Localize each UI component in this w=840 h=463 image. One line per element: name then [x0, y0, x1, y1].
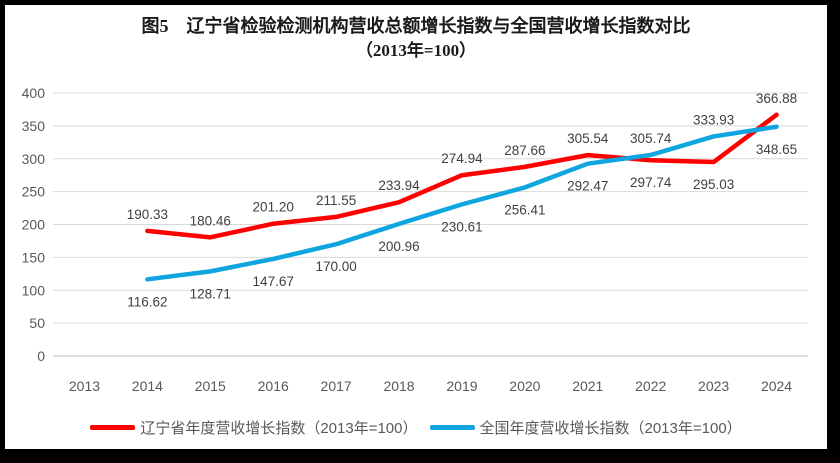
y-tick-label: 400: [22, 85, 46, 101]
series-line-1: [145, 124, 779, 282]
chart-title-line1: 图5 辽宁省检验检测机构营收总额增长指数与全国营收增长指数对比: [141, 16, 691, 36]
data-label: 256.41: [504, 202, 545, 217]
legend-swatch-blue-line: [429, 425, 475, 430]
x-tick-label: 2014: [132, 378, 163, 394]
data-label: 190.33: [127, 207, 168, 222]
x-tick-label: 2022: [635, 378, 666, 394]
data-label: 292.47: [567, 179, 608, 194]
data-label: 233.94: [378, 178, 420, 193]
chart-title: 图5 辽宁省检验检测机构营收总额增长指数与全国营收增长指数对比 （2013年=1…: [5, 13, 827, 63]
data-label: 274.94: [441, 151, 483, 166]
data-label: 211.55: [316, 193, 356, 208]
chart-legend: 辽宁省年度营收增长指数（2013年=100） 全国年度营收增长指数（2013年=…: [5, 417, 827, 438]
y-tick-label: 350: [22, 118, 46, 134]
x-tick-label: 2024: [761, 378, 792, 394]
x-tick-label: 2023: [698, 378, 729, 394]
data-label: 333.93: [693, 112, 734, 127]
data-label: 200.96: [378, 239, 419, 254]
legend-label-national: 全国年度营收增长指数（2013年=100）: [479, 420, 742, 437]
data-label: 295.03: [693, 177, 734, 192]
data-label: 297.74: [630, 175, 672, 190]
data-label: 147.67: [253, 274, 294, 289]
data-label: 201.20: [253, 200, 294, 215]
x-tick-label: 2019: [446, 378, 477, 394]
data-label: 305.74: [630, 131, 672, 146]
y-tick-label: 150: [22, 249, 46, 265]
data-label: 348.65: [756, 142, 797, 157]
chart-title-line2: （2013年=100）: [355, 41, 477, 60]
data-label: 287.66: [504, 143, 545, 158]
legend-item-liaoning: 辽宁省年度营收增长指数（2013年=100）: [90, 417, 418, 438]
data-label: 128.71: [190, 286, 231, 301]
y-tick-label: 50: [29, 315, 45, 331]
legend-label-liaoning: 辽宁省年度营收增长指数（2013年=100）: [140, 420, 418, 437]
data-label: 305.54: [567, 131, 609, 146]
x-tick-label: 2021: [572, 378, 603, 394]
data-label: 230.61: [441, 219, 482, 234]
y-tick-label: 100: [22, 282, 46, 298]
series-line-0: [145, 112, 779, 240]
legend-item-national: 全国年度营收增长指数（2013年=100）: [429, 417, 742, 438]
y-tick-label: 300: [22, 151, 46, 167]
y-tick-label: 250: [22, 184, 46, 200]
y-tick-label: 200: [22, 217, 46, 233]
y-tick-label: 0: [37, 348, 45, 364]
x-tick-label: 2017: [321, 378, 352, 394]
data-label: 180.46: [190, 213, 231, 228]
line-chart-canvas: 0 50 100 150 200 250 300 350 400 2013 2014 2015 2016…: [22, 85, 808, 394]
x-tick-label: 2018: [383, 378, 414, 394]
x-tick-label: 2020: [509, 378, 540, 394]
data-label: 116.62: [127, 294, 167, 309]
x-tick-label: 2013: [69, 378, 100, 394]
x-tick-label: 2016: [258, 378, 289, 394]
legend-swatch-red-line: [90, 425, 136, 430]
data-label: 170.00: [315, 259, 356, 274]
data-label: 366.88: [756, 91, 797, 106]
x-tick-label: 2015: [195, 378, 226, 394]
